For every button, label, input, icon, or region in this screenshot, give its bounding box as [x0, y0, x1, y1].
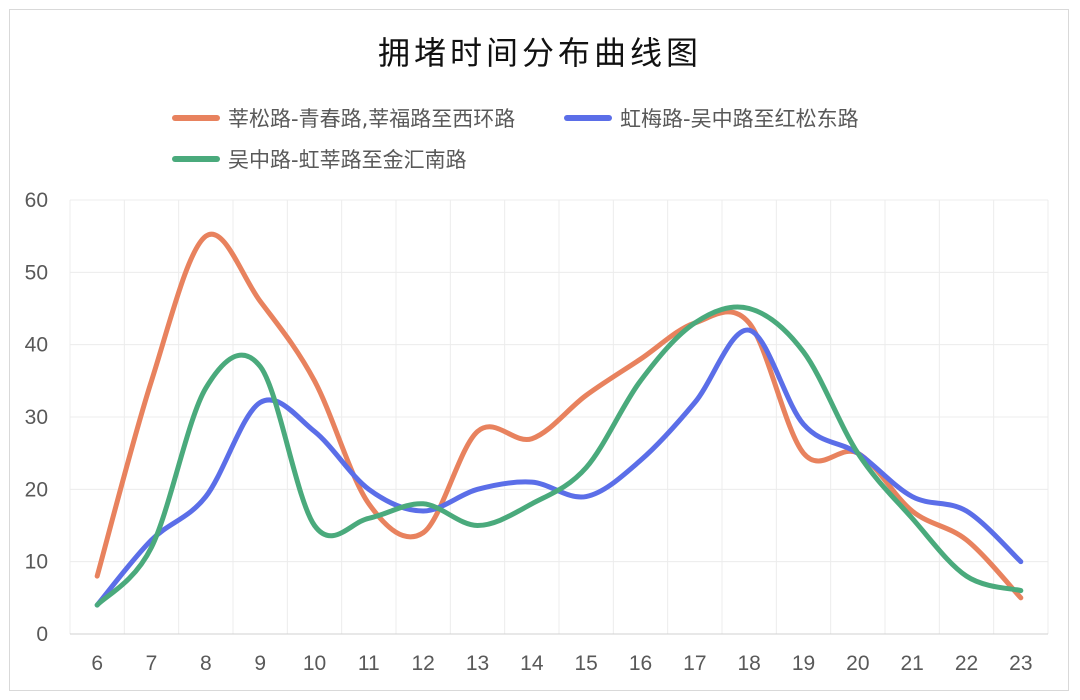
x-tick-label: 11: [358, 652, 380, 675]
y-tick-label: 0: [36, 623, 48, 646]
x-tick-label: 8: [200, 652, 212, 675]
series-line-2: [94, 304, 1024, 608]
chart-title: 拥堵时间分布曲线图: [377, 34, 702, 72]
x-tick-label: 15: [574, 652, 597, 675]
x-tick-label: 12: [411, 652, 434, 675]
x-tick-label: 19: [792, 652, 815, 675]
x-tick-label: 21: [900, 652, 923, 675]
y-tick-label: 40: [25, 334, 48, 357]
x-tick-label: 13: [466, 652, 489, 675]
y-tick-label: 10: [25, 551, 48, 574]
legend-swatch-0: [172, 115, 220, 121]
legend-item-1: 虹梅路-吴中路至红松东路: [564, 103, 859, 133]
x-tick-label: 23: [1009, 652, 1032, 675]
x-tick-label: 7: [146, 652, 158, 675]
x-tick-label: 18: [737, 652, 760, 675]
x-tick-label: 9: [254, 652, 266, 675]
legend-item-0: 莘松路-青春路,莘福路至西环路: [172, 103, 515, 133]
y-tick-label: 50: [25, 261, 48, 284]
x-tick-label: 14: [520, 652, 544, 675]
x-tick-label: 6: [91, 652, 103, 675]
x-tick-label: 20: [846, 652, 869, 675]
y-tick-label: 30: [25, 406, 48, 429]
y-tick-label: 60: [25, 189, 48, 212]
chart-frame: [9, 9, 1069, 691]
x-tick-label: 16: [629, 652, 652, 675]
legend-label-0: 莘松路-青春路,莘福路至西环路: [228, 107, 516, 131]
y-tick-label: 20: [25, 478, 48, 501]
x-tick-label: 17: [683, 652, 706, 675]
legend-label-1: 虹梅路-吴中路至红松东路: [620, 107, 859, 131]
legend-item-2: 吴中路-虹莘路至金汇南路: [172, 144, 467, 174]
x-tick-label: 10: [303, 652, 326, 675]
legend-label-2: 吴中路-虹莘路至金汇南路: [228, 148, 467, 172]
x-tick-label: 22: [955, 652, 978, 675]
legend-swatch-1: [564, 115, 612, 121]
legend-swatch-2: [172, 156, 220, 162]
